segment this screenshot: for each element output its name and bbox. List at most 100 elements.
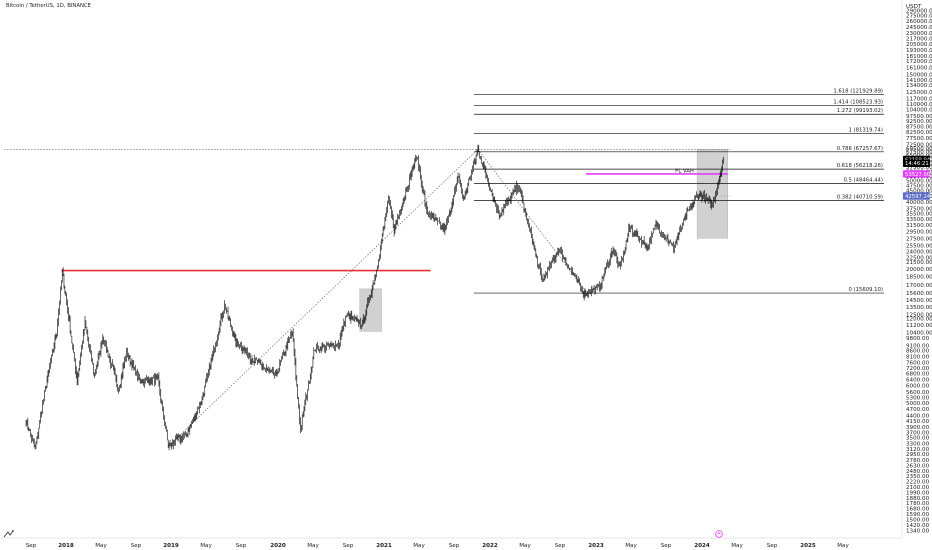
price-tick-label: 21500.00 [906, 260, 932, 266]
tradingview-logo-icon [3, 530, 14, 538]
price-badge-label: 42597.24 [905, 194, 931, 200]
price-tick-label: 141000.00 [906, 78, 932, 84]
price-tick-label: 33500.00 [906, 217, 932, 223]
price-tick-label: 45000.00 [906, 189, 932, 195]
price-tick-label: 12500.00 [906, 313, 932, 319]
price-badge [903, 170, 930, 178]
price-tick-label: 2950.00 [906, 452, 930, 458]
time-tick-label: May [731, 543, 743, 549]
price-tick-label: 12000.00 [906, 317, 932, 323]
price-tick-label: 87500.00 [906, 124, 932, 130]
price-tick-label: 3900.00 [906, 425, 930, 431]
time-tick-label: 2024 [694, 543, 710, 549]
price-tick-label: 5600.00 [906, 390, 930, 396]
price-tick-label: 245000.00 [906, 25, 932, 31]
price-tick-label: 17000.00 [906, 283, 932, 289]
price-tick-label: 13500.00 [906, 305, 932, 311]
price-tick-label: 2780.00 [906, 458, 930, 464]
price-tick-label: 15600.00 [906, 291, 932, 297]
time-tick-label: May [307, 543, 319, 549]
time-tick-label: Sep [131, 543, 142, 549]
price-tick-label: 181000.00 [906, 54, 932, 60]
price-tick-label: 31500.00 [906, 223, 932, 229]
time-tick-label: May [413, 543, 425, 549]
price-badge-label: 53527.00 [905, 172, 931, 178]
fib-level-label: 0.786 (67257.67) [837, 146, 883, 152]
time-tick-label: May [95, 543, 107, 549]
price-badge-label: 14:46:21 [905, 161, 929, 167]
price-tick-label: 260000.00 [906, 19, 932, 25]
time-tick-label: May [200, 543, 212, 549]
trend-line[interactable] [477, 149, 588, 294]
price-tick-label: 7600.00 [906, 361, 930, 367]
time-tick-label: May [519, 543, 531, 549]
price-tick-label: 1340.00 [906, 529, 930, 535]
price-tick-label: 29500.00 [906, 230, 932, 236]
price-tick-label: 4700.00 [906, 407, 930, 413]
time-tick-label: Sep [26, 543, 37, 549]
price-tick-label: 27500.00 [906, 236, 932, 242]
time-tick-label: Sep [449, 543, 460, 549]
price-tick-label: 92500.00 [906, 119, 932, 125]
price-tick-label: 24000.00 [906, 250, 932, 256]
price-tick-label: 4150.00 [906, 419, 930, 425]
price-tick-label: 11200.00 [906, 323, 932, 329]
chart-annotation: PL VAH [675, 169, 694, 175]
price-tick-label: 5000.00 [906, 401, 930, 407]
trend-line[interactable] [167, 149, 479, 447]
price-tick-label: 290000.00 [906, 9, 932, 15]
price-unit-label: USDT [906, 4, 922, 10]
price-tick-label: 1880.00 [906, 496, 930, 502]
time-tick-label: Sep [555, 543, 566, 549]
price-tick-label: 1590.00 [906, 512, 930, 518]
fib-level-label: 0.618 (56218.26) [837, 163, 883, 169]
price-tick-label: 161000.00 [906, 65, 932, 71]
price-tick-label: 275000.00 [906, 14, 932, 20]
timeline-event-icon[interactable] [715, 530, 723, 538]
price-tick-label: 1500.00 [906, 518, 930, 524]
time-tick-label: May [837, 543, 849, 549]
price-tick-label: 1990.00 [906, 490, 930, 496]
price-tick-label: 193000.00 [906, 48, 932, 54]
price-tick-label: 2350.00 [906, 474, 930, 480]
price-tick-label: 2220.00 [906, 480, 930, 486]
price-tick-label: 125000.00 [906, 90, 932, 96]
fib-level-label: 1.618 (121929.89) [833, 88, 883, 94]
price-tick-label: 35500.00 [906, 212, 932, 218]
price-badge [903, 159, 930, 167]
time-tick-label: 2025 [800, 543, 816, 549]
time-tick-label: Sep [343, 543, 354, 549]
price-tick-label: 9100.00 [906, 343, 930, 349]
fib-level-label: 0 (15609.10) [849, 287, 883, 293]
price-tick-label: 6000.00 [906, 384, 930, 390]
time-tick-label: 2020 [270, 543, 286, 549]
price-tick-label: 3700.00 [906, 430, 930, 436]
price-tick-label: 22500.00 [906, 256, 932, 262]
fib-level-label: 0.382 (40710.59) [837, 194, 883, 200]
price-tick-label: 150000.00 [906, 72, 932, 78]
price-tick-label: 2100.00 [906, 485, 930, 491]
time-tick-label: 2023 [588, 543, 604, 549]
price-tick-label: 14500.00 [906, 298, 932, 304]
price-tick-label: 25500.00 [906, 244, 932, 250]
fib-level-label: 1 (81319.74) [849, 128, 883, 134]
price-tick-label: 205000.00 [906, 42, 932, 48]
time-tick-label: May [625, 543, 637, 549]
price-tick-label: 6800.00 [906, 371, 930, 377]
price-axis[interactable]: 1340.001420.001500.001590.001680.001780.… [906, 9, 932, 535]
price-tick-label: 9800.00 [906, 336, 930, 342]
time-tick-label: Sep [767, 543, 778, 549]
price-tick-label: 4400.00 [906, 414, 930, 420]
price-tick-label: 82500.00 [906, 130, 932, 136]
price-tick-label: 57500.00 [906, 165, 932, 171]
price-badge [903, 192, 930, 200]
price-tick-label: 8600.00 [906, 349, 930, 355]
price-tick-label: 217000.00 [906, 37, 932, 43]
time-axis[interactable]: Sep 2018 May Sep 2019 May Sep 2020 May Sep 2021 May… [26, 543, 850, 549]
price-tick-label: 37500.00 [906, 206, 932, 212]
price-tick-label: 18500.00 [906, 275, 932, 281]
price-tick-label: 172000.00 [906, 59, 932, 65]
price-tick-label: 20000.00 [906, 267, 932, 273]
fib-level-label: 1.272 (99193.02) [837, 108, 883, 114]
